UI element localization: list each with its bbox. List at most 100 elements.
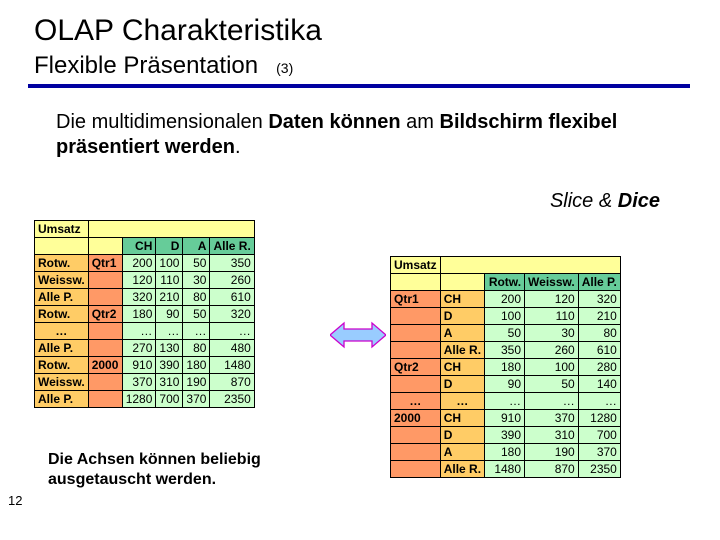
table-row-label: Weissw. xyxy=(35,374,89,391)
table-header-blank xyxy=(440,257,620,274)
table-row-label: A xyxy=(440,444,484,461)
subtitle-note: (3) xyxy=(276,60,293,76)
table-cell: 120 xyxy=(122,272,156,289)
table-row-label: D xyxy=(440,376,484,393)
bottom-note: Die Achsen können beliebig ausgetauscht … xyxy=(48,450,298,490)
table-cell: 180 xyxy=(485,359,525,376)
table-row-label xyxy=(88,374,122,391)
table-cell: 190 xyxy=(183,374,210,391)
table-row-label: CH xyxy=(440,359,484,376)
table-cell: 280 xyxy=(578,359,620,376)
table-cell: 200 xyxy=(485,291,525,308)
table-cell: 270 xyxy=(122,340,156,357)
table-row-label xyxy=(88,272,122,289)
table-cell: 180 xyxy=(183,357,210,374)
table-cell: 320 xyxy=(578,291,620,308)
table-cell: 320 xyxy=(210,306,254,323)
table-col-header: Alle R. xyxy=(210,238,254,255)
table-cell: … xyxy=(156,323,183,340)
table-row-label: D xyxy=(440,427,484,444)
table-cell: 110 xyxy=(156,272,183,289)
table-cell: 2350 xyxy=(578,461,620,478)
table-col-header: Weissw. xyxy=(525,274,579,291)
table-cell: 310 xyxy=(525,427,579,444)
table-cell: 50 xyxy=(485,325,525,342)
table-col-header: D xyxy=(156,238,183,255)
table-cell: 50 xyxy=(183,306,210,323)
table-cell: 260 xyxy=(525,342,579,359)
table-row-label: 2000 xyxy=(88,357,122,374)
table-row-label: Qtr2 xyxy=(88,306,122,323)
table-header-blank xyxy=(88,238,122,255)
table-cell: 110 xyxy=(525,308,579,325)
table-cell: 700 xyxy=(578,427,620,444)
table-col-header: A xyxy=(183,238,210,255)
table-cell: 210 xyxy=(156,289,183,306)
table-col-header: Alle P. xyxy=(578,274,620,291)
table-cell: 1280 xyxy=(122,391,156,408)
table-row-label xyxy=(88,340,122,357)
table-cell: 180 xyxy=(485,444,525,461)
table-cell: 80 xyxy=(183,340,210,357)
table-title: Umsatz xyxy=(391,257,441,274)
table-cell: … xyxy=(578,393,620,410)
table-cell: 30 xyxy=(525,325,579,342)
table-cell: 910 xyxy=(485,410,525,427)
table-row-label: Alle P. xyxy=(35,391,89,408)
table-cell: 1480 xyxy=(485,461,525,478)
right-table: UmsatzRotw.Weissw.Alle P.Qtr1CH200120320… xyxy=(390,256,621,478)
table-cell: 50 xyxy=(525,376,579,393)
table-row-label: Qtr1 xyxy=(391,291,441,308)
divider xyxy=(28,84,690,88)
table-row-label: Rotw. xyxy=(35,306,89,323)
table-cell: 1280 xyxy=(578,410,620,427)
table-cell: 480 xyxy=(210,340,254,357)
table-cell: 2350 xyxy=(210,391,254,408)
table-row-label: Alle R. xyxy=(440,461,484,478)
table-cell: 190 xyxy=(525,444,579,461)
table-cell: 120 xyxy=(525,291,579,308)
table-col-header: CH xyxy=(122,238,156,255)
subtitle: Flexible Präsentation xyxy=(34,52,258,80)
table-row-label xyxy=(391,376,441,393)
table-cell: 130 xyxy=(156,340,183,357)
table-row-label: A xyxy=(440,325,484,342)
table-cell: 100 xyxy=(525,359,579,376)
table-row-label: Weissw. xyxy=(35,272,89,289)
table-row-label xyxy=(391,342,441,359)
table-cell: 30 xyxy=(183,272,210,289)
table-row-label: D xyxy=(440,308,484,325)
table-cell: 310 xyxy=(156,374,183,391)
table-row-label xyxy=(88,323,122,340)
table-row-label: … xyxy=(391,393,441,410)
table-header-blank xyxy=(440,274,484,291)
table-col-header: Rotw. xyxy=(485,274,525,291)
table-row-label xyxy=(88,391,122,408)
table-row-label xyxy=(391,427,441,444)
table-title: Umsatz xyxy=(35,221,89,238)
table-cell: 390 xyxy=(485,427,525,444)
table-cell: 80 xyxy=(578,325,620,342)
table-cell: 370 xyxy=(578,444,620,461)
table-header-blank xyxy=(88,221,254,238)
table-cell: 370 xyxy=(525,410,579,427)
table-row-label: Alle R. xyxy=(440,342,484,359)
table-cell: 180 xyxy=(122,306,156,323)
table-row-label: CH xyxy=(440,291,484,308)
swap-arrow-icon xyxy=(330,320,386,355)
table-header-blank xyxy=(391,274,441,291)
table-row-label xyxy=(391,461,441,478)
table-cell: 610 xyxy=(578,342,620,359)
table-cell: 870 xyxy=(210,374,254,391)
table-cell: … xyxy=(183,323,210,340)
table-row-label: … xyxy=(35,323,89,340)
table-row-label xyxy=(391,308,441,325)
table-cell: 320 xyxy=(122,289,156,306)
table-cell: 90 xyxy=(156,306,183,323)
table-cell: … xyxy=(525,393,579,410)
table-row-label: Alle P. xyxy=(35,289,89,306)
table-cell: 80 xyxy=(183,289,210,306)
table-row-label: … xyxy=(440,393,484,410)
page-title: OLAP Charakteristika xyxy=(34,14,690,48)
table-row-label: Qtr1 xyxy=(88,255,122,272)
